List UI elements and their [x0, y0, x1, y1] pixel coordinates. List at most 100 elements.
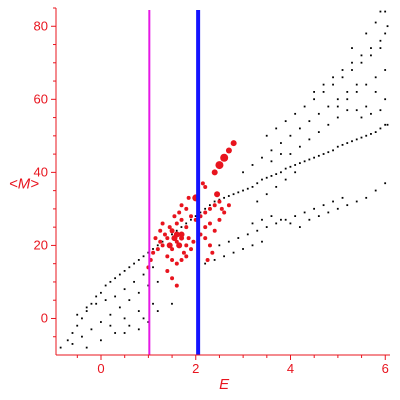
background-point: [386, 25, 389, 28]
background-point: [298, 226, 301, 228]
background-point: [76, 324, 79, 327]
highlight-point: [160, 221, 165, 226]
highlight-point: [177, 210, 182, 215]
background-point: [384, 182, 387, 185]
background-point: [332, 76, 334, 79]
background-point: [237, 191, 240, 194]
background-point: [379, 127, 382, 130]
background-point: [180, 226, 183, 228]
background-point: [128, 266, 131, 269]
background-point: [308, 120, 311, 123]
background-point: [374, 91, 377, 93]
background-point: [355, 83, 358, 86]
background-point: [223, 196, 225, 199]
background-point: [265, 134, 268, 137]
y-tick-label: 40: [34, 164, 48, 179]
background-point: [379, 47, 382, 49]
background-point: [265, 193, 268, 196]
highlight-point: [169, 228, 175, 234]
background-point: [379, 109, 382, 112]
background-point: [171, 233, 173, 236]
highlight-point: [191, 239, 196, 244]
background-point: [355, 109, 358, 112]
background-point: [365, 134, 368, 137]
background-point: [152, 248, 154, 250]
highlight-point: [189, 247, 194, 252]
background-point: [336, 105, 339, 108]
background-point: [374, 131, 377, 133]
highlight-point: [211, 169, 218, 176]
background-point: [137, 328, 140, 331]
highlight-point: [212, 228, 217, 233]
background-point: [242, 171, 244, 174]
background-point: [190, 218, 192, 221]
background-point: [346, 98, 349, 101]
highlight-point: [203, 236, 208, 241]
background-point: [109, 280, 112, 283]
background-point: [294, 164, 297, 166]
highlight-point: [181, 250, 186, 255]
y-tick-label: 80: [34, 18, 48, 33]
highlight-point: [173, 231, 180, 238]
background-point: [332, 83, 334, 86]
vertical-lines: [148, 10, 201, 355]
background-point: [332, 149, 334, 152]
highlight-point: [184, 254, 189, 259]
background-point: [175, 229, 178, 232]
background-point: [370, 54, 372, 57]
highlight-point: [205, 258, 210, 263]
background-point: [251, 164, 254, 166]
background-points: [59, 10, 389, 349]
background-point: [284, 167, 287, 170]
background-point: [346, 142, 349, 144]
highlight-points: [146, 140, 237, 288]
background-point: [242, 189, 244, 192]
highlight-point: [151, 250, 156, 255]
background-point: [313, 91, 315, 93]
background-point: [66, 339, 69, 342]
background-point: [133, 280, 135, 283]
background-point: [237, 237, 240, 239]
background-point: [123, 317, 126, 320]
highlight-point: [200, 181, 205, 186]
highlight-point: [220, 153, 229, 162]
background-point: [208, 204, 211, 207]
highlight-point: [207, 221, 212, 226]
background-point: [280, 218, 282, 221]
highlight-point: [153, 236, 158, 241]
background-point: [336, 207, 339, 210]
background-point: [351, 61, 353, 64]
background-point: [336, 116, 339, 119]
background-point: [270, 160, 273, 163]
background-point: [256, 229, 259, 232]
background-point: [303, 211, 306, 214]
highlight-point: [179, 235, 185, 241]
highlight-point: [219, 206, 224, 211]
background-point: [147, 321, 150, 323]
background-point: [156, 310, 159, 312]
background-point: [104, 284, 107, 287]
background-point: [265, 226, 268, 228]
background-point: [303, 105, 306, 108]
highlight-point: [207, 206, 212, 211]
background-point: [336, 145, 339, 148]
background-point: [341, 69, 344, 71]
background-point: [322, 83, 325, 86]
background-point: [156, 244, 159, 247]
background-point: [152, 266, 154, 269]
background-point: [289, 153, 292, 155]
highlight-point: [172, 214, 177, 219]
background-point: [317, 154, 320, 157]
background-point: [284, 120, 287, 123]
background-point: [261, 156, 263, 159]
background-point: [147, 284, 150, 287]
background-point: [360, 116, 363, 119]
background-point: [275, 127, 278, 130]
highlight-point: [186, 195, 191, 200]
background-point: [313, 156, 315, 159]
background-point: [223, 255, 225, 258]
background-point: [379, 10, 382, 13]
highlight-point: [217, 217, 222, 222]
background-point: [355, 138, 358, 141]
y-ticks: 0 20 40 60 80: [34, 7, 56, 338]
